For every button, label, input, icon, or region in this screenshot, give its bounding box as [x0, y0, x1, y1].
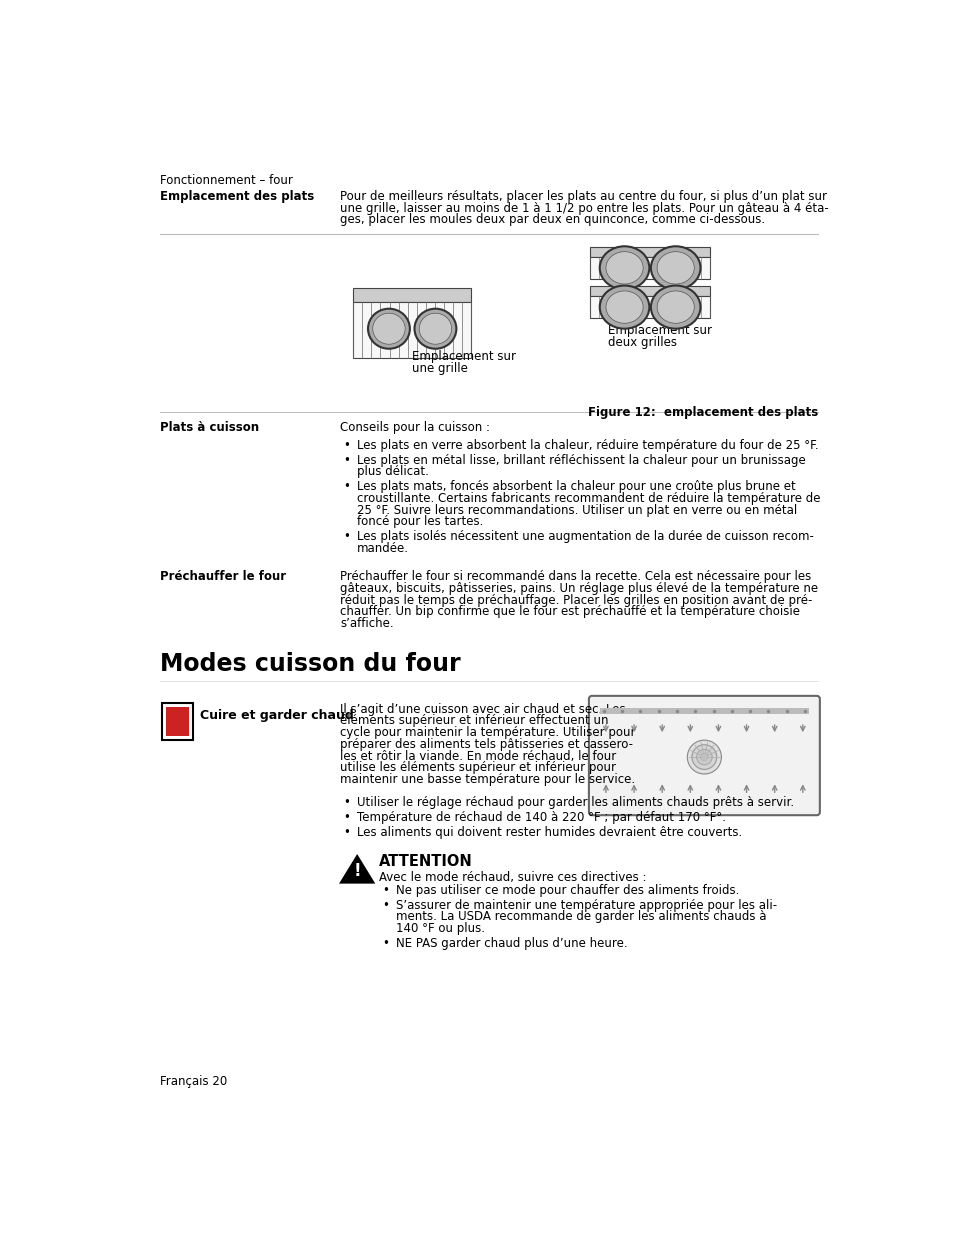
Ellipse shape	[368, 309, 410, 348]
Circle shape	[700, 753, 707, 761]
Text: cycle pour maintenir la température. Utiliser pour: cycle pour maintenir la température. Uti…	[340, 726, 635, 740]
Text: •: •	[381, 884, 389, 897]
Ellipse shape	[650, 285, 700, 329]
Text: réduit pas le temps de préchauffage. Placer les grilles en position avant de pré: réduit pas le temps de préchauffage. Pla…	[340, 594, 812, 606]
Text: •: •	[343, 826, 350, 839]
Text: Modes cuisson du four: Modes cuisson du four	[159, 652, 459, 676]
Text: Figure 12:  emplacement des plats: Figure 12: emplacement des plats	[587, 406, 818, 419]
Text: Préchauffer le four si recommandé dans la recette. Cela est nécessaire pour les: Préchauffer le four si recommandé dans l…	[340, 571, 810, 583]
Text: •: •	[343, 480, 350, 493]
Ellipse shape	[650, 246, 700, 289]
Bar	[590, 247, 709, 257]
Text: •: •	[343, 453, 350, 467]
Ellipse shape	[657, 252, 694, 284]
Bar	[353, 288, 471, 303]
Text: Plats à cuisson: Plats à cuisson	[159, 421, 258, 435]
Text: une grille: une grille	[412, 362, 468, 374]
Circle shape	[696, 750, 711, 764]
Text: une grille, laisser au moins de 1 à 1 1/2 po entre les plats. Pour un gâteau à 4: une grille, laisser au moins de 1 à 1 1/…	[340, 201, 828, 215]
FancyBboxPatch shape	[588, 695, 819, 815]
Text: •: •	[343, 797, 350, 809]
Text: •: •	[343, 811, 350, 824]
Bar	[353, 303, 471, 358]
Text: deux grilles: deux grilles	[607, 336, 676, 350]
Text: Avec le mode réchaud, suivre ces directives :: Avec le mode réchaud, suivre ces directi…	[378, 871, 646, 884]
Text: Emplacement des plats: Emplacement des plats	[159, 190, 314, 203]
Text: Pour de meilleurs résultats, placer les plats au centre du four, si plus d’un pl: Pour de meilleurs résultats, placer les …	[340, 190, 826, 203]
Text: 140 °F ou plus.: 140 °F ou plus.	[395, 921, 484, 935]
Ellipse shape	[415, 309, 456, 348]
Circle shape	[691, 745, 716, 769]
Text: Ne pas utiliser ce mode pour chauffer des aliments froids.: Ne pas utiliser ce mode pour chauffer de…	[395, 884, 739, 897]
Bar	[166, 706, 189, 736]
Text: Emplacement sur: Emplacement sur	[607, 325, 711, 337]
Text: •: •	[343, 530, 350, 543]
Ellipse shape	[605, 252, 642, 284]
Text: foncé pour les tartes.: foncé pour les tartes.	[356, 515, 483, 529]
Text: Cuire et garder chaud: Cuire et garder chaud	[199, 709, 354, 722]
Text: Température de réchaud de 140 à 220 °F ; par défaut 170 °F°.: Température de réchaud de 140 à 220 °F ;…	[356, 811, 725, 824]
Text: •: •	[381, 899, 389, 911]
Text: maintenir une basse température pour le service.: maintenir une basse température pour le …	[340, 773, 635, 785]
Text: les et rôtir la viande. En mode réchaud, le four: les et rôtir la viande. En mode réchaud,…	[340, 750, 616, 762]
Text: croustillante. Certains fabricants recommandent de réduire la température de: croustillante. Certains fabricants recom…	[356, 492, 820, 505]
Text: chauffer. Un bip confirme que le four est préchauffé et la température choisie: chauffer. Un bip confirme que le four es…	[340, 605, 800, 619]
Text: utilise les éléments supérieur et inférieur pour: utilise les éléments supérieur et inféri…	[340, 761, 616, 774]
Text: ATTENTION: ATTENTION	[378, 855, 472, 869]
Text: Préchauffer le four: Préchauffer le four	[159, 571, 285, 583]
Ellipse shape	[599, 285, 649, 329]
Ellipse shape	[657, 291, 694, 324]
Text: s’affiche.: s’affiche.	[340, 618, 394, 630]
Bar	[590, 257, 709, 279]
Text: préparer des aliments tels pâtisseries et cassero-: préparer des aliments tels pâtisseries e…	[340, 737, 633, 751]
Bar	[162, 703, 193, 740]
Text: éléments supérieur et inférieur effectuent un: éléments supérieur et inférieur effectue…	[340, 715, 608, 727]
Bar	[590, 287, 709, 296]
Text: Conseils pour la cuisson :: Conseils pour la cuisson :	[340, 421, 490, 435]
Text: Emplacement sur: Emplacement sur	[412, 350, 516, 363]
Text: •: •	[381, 936, 389, 950]
Text: !: !	[353, 862, 360, 881]
Bar	[590, 296, 709, 319]
Text: Les aliments qui doivent rester humides devraient être couverts.: Les aliments qui doivent rester humides …	[356, 826, 741, 839]
Text: Les plats en verre absorbent la chaleur, réduire température du four de 25 °F.: Les plats en verre absorbent la chaleur,…	[356, 438, 818, 452]
Text: ges, placer les moules deux par deux en quinconce, comme ci-dessous.: ges, placer les moules deux par deux en …	[340, 214, 764, 226]
Text: S’assurer de maintenir une température appropriée pour les ali-: S’assurer de maintenir une température a…	[395, 899, 777, 911]
Text: mandée.: mandée.	[356, 542, 409, 555]
Circle shape	[686, 740, 720, 774]
Text: Il s’agit d’une cuisson avec air chaud et sec. Les: Il s’agit d’une cuisson avec air chaud e…	[340, 703, 625, 716]
Text: Les plats en métal lisse, brillant réfléchissent la chaleur pour un brunissage: Les plats en métal lisse, brillant réflé…	[356, 453, 805, 467]
Text: gâteaux, biscuits, pâtisseries, pains. Un réglage plus élevé de la température n: gâteaux, biscuits, pâtisseries, pains. U…	[340, 582, 818, 595]
Ellipse shape	[599, 246, 649, 289]
Text: plus délicat.: plus délicat.	[356, 466, 429, 478]
Ellipse shape	[418, 314, 451, 345]
Text: Utiliser le réglage réchaud pour garder les aliments chauds prêts à servir.: Utiliser le réglage réchaud pour garder …	[356, 797, 794, 809]
Text: ments. La USDA recommande de garder les aliments chauds à: ments. La USDA recommande de garder les …	[395, 910, 765, 924]
Text: Les plats isolés nécessitent une augmentation de la durée de cuisson recom-: Les plats isolés nécessitent une augment…	[356, 530, 813, 543]
Polygon shape	[340, 856, 373, 883]
Text: Les plats mats, foncés absorbent la chaleur pour une croûte plus brune et: Les plats mats, foncés absorbent la chal…	[356, 480, 795, 493]
Text: Fonctionnement – four: Fonctionnement – four	[159, 174, 293, 186]
Ellipse shape	[373, 314, 405, 345]
Text: 25 °F. Suivre leurs recommandations. Utiliser un plat en verre ou en métal: 25 °F. Suivre leurs recommandations. Uti…	[356, 504, 797, 516]
Text: NE PAS garder chaud plus d’une heure.: NE PAS garder chaud plus d’une heure.	[395, 936, 627, 950]
Text: •: •	[343, 438, 350, 452]
Ellipse shape	[605, 291, 642, 324]
Text: Français 20: Français 20	[159, 1074, 227, 1088]
Bar	[599, 708, 808, 714]
